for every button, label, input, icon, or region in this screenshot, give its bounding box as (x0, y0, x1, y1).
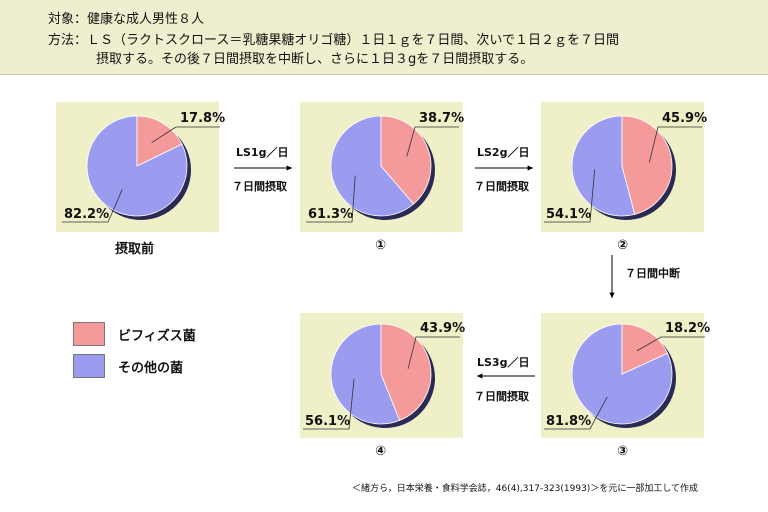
pie-4-bifido-slice (380, 323, 432, 421)
caption-before: 摂取前 (115, 242, 155, 257)
legend-label-other: その他の菌 (118, 361, 184, 376)
pct-label-1-other: 61.3% (308, 207, 354, 222)
pie-before-other-leader (62, 189, 123, 223)
pct-label-1-bifido: 38.7% (419, 111, 465, 126)
arrow1-label-dose: LS1g／日 (236, 146, 289, 159)
pie-1-bifido-slice (380, 115, 432, 205)
header-method: 方法：ＬＳ（ラクトスクロース＝乳糖果糖オリゴ糖）１日１ｇを７日間、次いで１日２ｇ… (48, 33, 619, 48)
pct-label-4-bifido: 43.9% (420, 321, 466, 336)
arrow-1-to-2-head (527, 165, 533, 171)
pie-before-bifido-leader (151, 126, 220, 144)
pie-2-bifido-leader (648, 126, 702, 163)
pct-label-4-other: 56.1% (305, 414, 351, 429)
pie-before-bifido-slice (136, 115, 183, 167)
pie-4-bifido-leader (407, 336, 460, 369)
pie-3-bifido-leader (636, 336, 705, 352)
pie-4-other-slice (330, 323, 401, 425)
caption-2: ② (617, 238, 629, 253)
pie-3-bifido-slice (621, 323, 669, 375)
pie-2-bifido-slice (621, 115, 673, 215)
pct-label-2-other: 54.1% (546, 207, 592, 222)
legend-swatch-other (73, 354, 105, 378)
caption-1: ① (375, 238, 387, 253)
pie-4-other-leader (303, 379, 355, 430)
pie-1-other-leader (306, 175, 356, 223)
arrow3-label-pause: ７日間中断 (625, 267, 680, 280)
pie-3-other-leader (544, 396, 608, 430)
arrow4-label-dose: LS3g／日 (477, 356, 530, 369)
arrow-2-to-3-head (609, 292, 615, 298)
pct-label-before-bifido: 17.8% (180, 111, 226, 126)
pie-1-other-slice (330, 115, 415, 217)
caption-4: ④ (375, 444, 387, 459)
pct-label-3-other: 81.8% (546, 414, 592, 429)
arrow1-label-duration: ７日間摂取 (232, 180, 287, 193)
pie-2-other-leader (544, 169, 596, 223)
pie-2-other-slice (571, 115, 636, 217)
arrow4-label-duration: ７日間摂取 (474, 390, 529, 403)
pie-1-bifido-leader (406, 126, 459, 157)
legend-label-bifido: ビフィズス菌 (118, 329, 196, 344)
arrow2-label-dose: LS2g／日 (477, 146, 530, 159)
header-method-cont: 摂取する。その後７日間摂取を中断し、さらに１日３gを７日間摂取する。 (96, 52, 534, 67)
arrow-before-to-1-head (286, 165, 292, 171)
source-citation: ＜緒方ら，日本栄養・食料学会誌，46(4),317-323(1993)＞を元に一… (352, 484, 699, 494)
pct-label-3-bifido: 18.2% (665, 321, 711, 336)
header-box: 対象：健康な成人男性８人 方法：ＬＳ（ラクトスクロース＝乳糖果糖オリゴ糖）１日１… (0, 0, 768, 75)
arrow-3-to-4-head (477, 373, 483, 379)
pct-label-before-other: 82.2% (64, 207, 110, 222)
header-subjects: 対象：健康な成人男性８人 (48, 12, 205, 27)
pct-label-2-bifido: 45.9% (662, 111, 708, 126)
legend-swatch-bifido (73, 322, 105, 346)
arrow2-label-duration: ７日間摂取 (474, 180, 529, 193)
caption-3: ③ (617, 444, 629, 459)
